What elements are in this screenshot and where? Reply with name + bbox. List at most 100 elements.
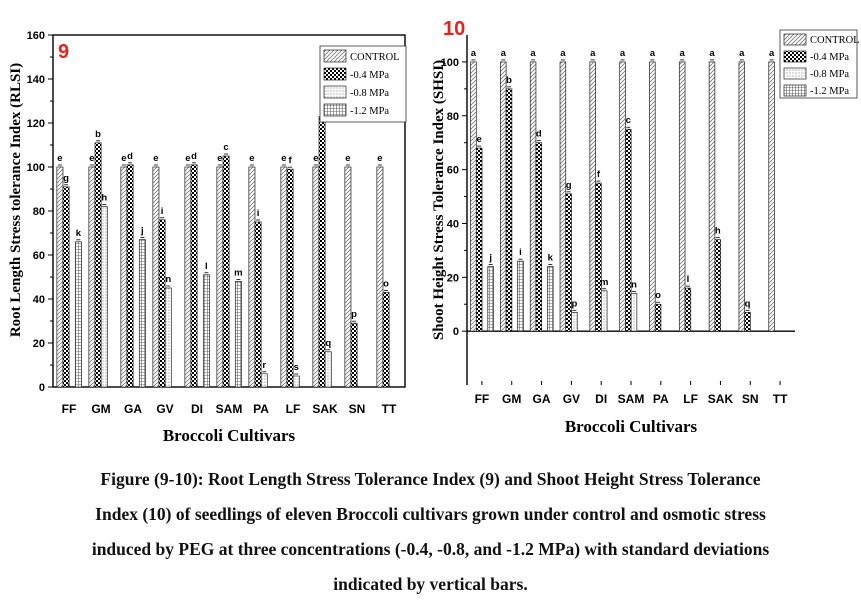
bar [649,61,656,332]
significance-letter: c [223,142,228,153]
caption-line-4: indicated by vertical bars. [333,574,528,594]
significance-letter: e [249,153,254,164]
bar [547,266,554,332]
bar [470,61,477,332]
figure-caption: Figure (9-10): Root Length Stress Tolera… [0,462,861,602]
bar [74,241,82,388]
bar [216,166,224,388]
significance-letter: p [351,309,357,320]
y-tick-label: 160 [27,30,45,42]
bar [517,260,524,332]
significance-letter: l [205,261,208,272]
significance-letter: b [506,75,512,86]
x-tick-label: DI [595,392,607,406]
bar [571,311,578,332]
bar [565,193,572,332]
legend-swatch [323,103,347,117]
x-tick-label: LF [286,402,301,416]
significance-letter: e [153,153,158,164]
legend-label: -0.4 MPa [350,70,389,81]
y-tick-label: 40 [33,294,45,306]
significance-letter: e [477,134,482,145]
x-tick-label: PA [253,402,269,416]
significance-letter: k [548,253,554,264]
x-tick-label: DI [191,402,203,416]
significance-letter: e [281,153,286,164]
bar [280,166,288,388]
chart-panel-shsi: 0 20 40 60 80 100 FF GM GA GV DI SAM PA LF SAK SN TT a e j a… [431,18,860,436]
legend-swatch [783,33,807,46]
bar [184,166,192,388]
significance-letter: i [519,247,522,258]
significance-letter: b [95,129,101,140]
bar [120,166,128,388]
significance-letter: f [597,169,601,180]
bar [344,166,352,388]
x-tick-label: GM [502,392,521,406]
bar [292,375,300,388]
bar [505,88,513,332]
significance-letter: a [560,48,566,59]
legend-label: CONTROL [810,35,860,46]
significance-letter: a [680,48,686,59]
y-tick-label: 0 [39,382,45,394]
significance-letter: o [383,278,389,289]
significance-letter: i [257,208,260,219]
y-axis-title: Root Length Stress tolerance Index (RLSI… [8,63,24,337]
significance-letter: e [377,153,382,164]
bar [595,182,602,332]
x-tick-label: GA [533,392,551,406]
significance-letter: p [571,298,577,309]
significance-letter: e [185,153,190,164]
significance-letter: d [127,151,133,162]
significance-letter: m [234,267,242,278]
significance-letter: s [294,362,299,373]
bar [164,287,172,388]
significance-letter: e [313,153,318,164]
x-tick-label: SAK [708,392,734,406]
bar [487,266,494,332]
bar [94,142,102,388]
y-tick-label: 100 [441,57,459,69]
legend-swatch [783,50,807,63]
bar [500,61,507,332]
bar [630,293,638,332]
bar [600,290,608,332]
significance-letter: a [471,48,477,59]
legend-label: CONTROL [350,52,400,63]
bar [589,61,596,332]
bar [744,311,751,332]
legend-label: -1.2 MPa [350,106,389,117]
bar [475,147,483,332]
bar [324,351,332,388]
y-axis-title: Shoot Height Stress Tolerance Index (SHS… [431,60,447,340]
significance-letter: f [288,155,292,166]
significance-letter: a [769,48,775,59]
bar [56,166,64,388]
x-axis-title: Broccoli Cultivars [565,417,698,436]
x-tick-label: TT [773,392,788,406]
significance-letter: a [650,48,656,59]
bar [535,142,543,332]
y-tick-label: 0 [453,326,459,338]
legend-label: -0.4 MPa [810,52,849,63]
bar [559,61,567,332]
x-tick-label: GV [156,402,173,416]
bar [684,287,692,332]
bar [654,303,662,332]
bar [738,61,746,332]
bar [714,239,721,332]
panel-label: 10 [443,18,465,40]
y-tick-label: 20 [33,338,45,350]
bar [138,239,146,388]
bar [708,61,716,332]
y-tick-label: 100 [27,162,45,174]
bar [318,116,326,388]
significance-letter: m [600,277,608,288]
bar [158,219,166,388]
x-tick-label: FF [62,402,77,416]
significance-letter: g [566,180,572,191]
significance-letter: d [191,151,197,162]
bar [222,155,230,388]
